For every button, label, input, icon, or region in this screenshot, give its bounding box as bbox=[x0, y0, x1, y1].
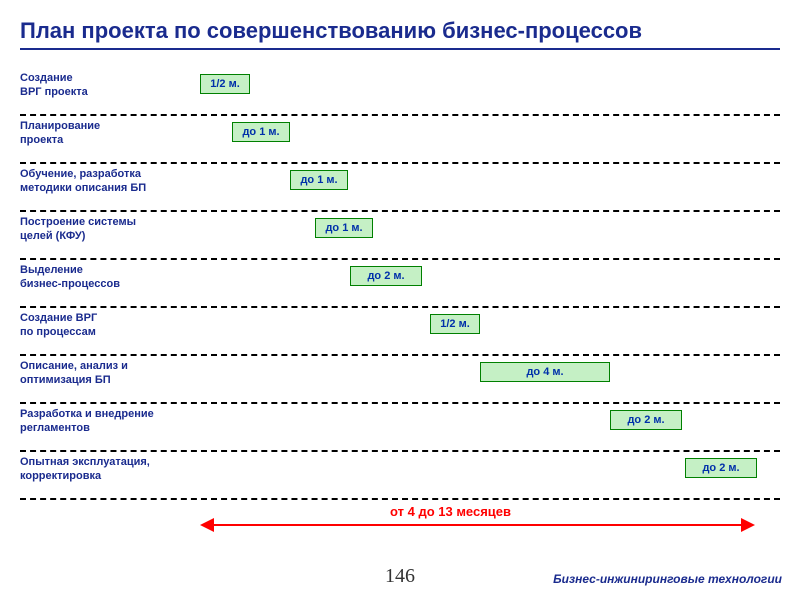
gantt-bar: до 2 м. bbox=[610, 410, 682, 430]
page-number: 146 bbox=[385, 565, 415, 588]
row-label: Опытная эксплуатация, корректировка bbox=[20, 456, 150, 484]
gantt-row: Построение системы целей (КФУ) до 1 м. bbox=[20, 212, 780, 260]
timeline-label: от 4 до 13 месяцев bbox=[390, 504, 511, 519]
gantt-bar: до 1 м. bbox=[290, 170, 348, 190]
gantt-row: Обучение, разработка методики описания Б… bbox=[20, 164, 780, 212]
gantt-bar: до 1 м. bbox=[315, 218, 373, 238]
row-label: Создание ВРГ по процессам bbox=[20, 312, 97, 340]
row-label: Разработка и внедрение регламентов bbox=[20, 408, 154, 436]
gantt-bar: до 4 м. bbox=[480, 362, 610, 382]
arrow-left-icon bbox=[200, 518, 214, 532]
row-label: Планирование проекта bbox=[20, 120, 100, 148]
gantt-chart: Создание ВРГ проекта 1/2 м. Планирование п… bbox=[20, 68, 780, 508]
timeline: от 4 до 13 месяцев bbox=[20, 504, 780, 540]
gantt-row: Выделение бизнес-процессов до 2 м. bbox=[20, 260, 780, 308]
gantt-bar: до 2 м. bbox=[685, 458, 757, 478]
arrow-right-icon bbox=[741, 518, 755, 532]
row-separator bbox=[20, 498, 780, 500]
row-label: Обучение, разработка методики описания Б… bbox=[20, 168, 146, 196]
page-title: План проекта по совершенствованию бизнес… bbox=[0, 0, 800, 48]
footer-note: Бизнес-инжиниринговые технологии bbox=[553, 572, 782, 586]
gantt-row: Опытная эксплуатация, корректировка до 2 … bbox=[20, 452, 780, 500]
gantt-row: Описание, анализ и оптимизация БП до 4 м. bbox=[20, 356, 780, 404]
gantt-bar: до 2 м. bbox=[350, 266, 422, 286]
gantt-bar: до 1 м. bbox=[232, 122, 290, 142]
row-label: Создание ВРГ проекта bbox=[20, 72, 88, 100]
gantt-bar: 1/2 м. bbox=[200, 74, 250, 94]
row-label: Выделение бизнес-процессов bbox=[20, 264, 120, 292]
gantt-row: Планирование проекта до 1 м. bbox=[20, 116, 780, 164]
gantt-row: Создание ВРГ проекта 1/2 м. bbox=[20, 68, 780, 116]
gantt-row: Создание ВРГ по процессам 1/2 м. bbox=[20, 308, 780, 356]
row-label: Построение системы целей (КФУ) bbox=[20, 216, 136, 244]
gantt-row: Разработка и внедрение регламентов до 2 м… bbox=[20, 404, 780, 452]
row-label: Описание, анализ и оптимизация БП bbox=[20, 360, 128, 388]
title-underline bbox=[20, 48, 780, 50]
gantt-bar: 1/2 м. bbox=[430, 314, 480, 334]
